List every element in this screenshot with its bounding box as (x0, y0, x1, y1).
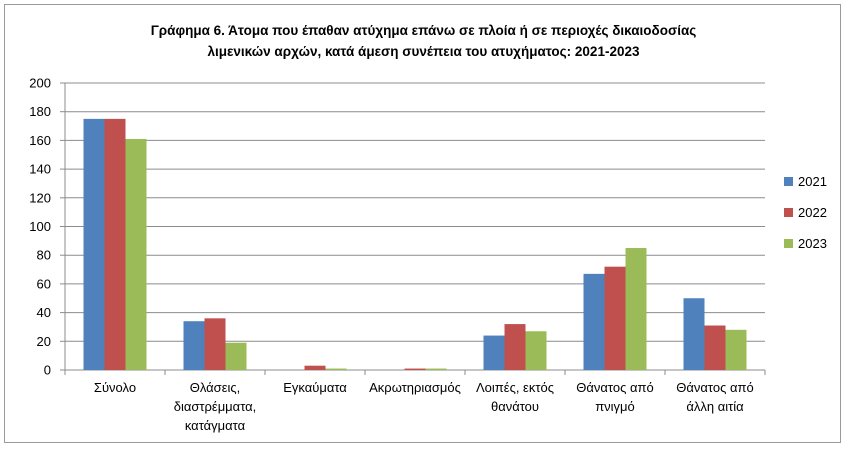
category-label: Σύνολο (94, 380, 136, 395)
y-tick-label: 200 (29, 76, 51, 91)
y-tick-label: 0 (44, 363, 51, 378)
bar-2022-4 (504, 324, 526, 370)
category-label: Θάνατος από (576, 380, 653, 395)
legend-label-2022: 2022 (798, 205, 827, 220)
bar-2021-4 (483, 335, 505, 370)
chart-title-line-2: λιμενικών αρχών, κατά άμεση συνέπεια του… (207, 44, 640, 59)
chart-title: Γράφημα 6. Άτομα που έπαθαν ατύχημα επάν… (0, 20, 847, 62)
legend-swatch-2022 (784, 208, 793, 217)
bar-2022-3 (404, 368, 426, 370)
bar-2023-2 (325, 368, 347, 370)
bar-2021-1 (183, 321, 205, 370)
bar-2023-3 (425, 368, 447, 370)
bar-2022-2 (304, 365, 326, 370)
bar-2021-6 (683, 298, 705, 370)
category-label: Ακρωτηριασμός (369, 380, 461, 395)
category-label: Λοιπές, εκτός (476, 380, 554, 395)
category-label: διαστρέμματα, (174, 399, 257, 414)
bar-2021-5 (583, 273, 605, 370)
y-tick-label: 160 (29, 133, 51, 148)
bar-2023-5 (625, 248, 647, 370)
bar-2023-0 (125, 138, 147, 370)
category-label: Εγκαύματα (283, 380, 347, 395)
bar-2023-1 (225, 342, 247, 370)
y-tick-label: 120 (29, 190, 51, 205)
y-tick-label: 80 (37, 248, 51, 263)
category-label: Θάνατος από (676, 380, 753, 395)
legend-label-2023: 2023 (798, 236, 827, 251)
bar-2022-1 (204, 318, 226, 370)
category-label: άλλη αιτία (686, 399, 744, 414)
y-tick-label: 140 (29, 162, 51, 177)
legend-swatch-2021 (784, 177, 793, 186)
y-tick-label: 180 (29, 104, 51, 119)
bar-2021-0 (83, 118, 105, 370)
y-tick-label: 100 (29, 219, 51, 234)
bar-2023-6 (725, 329, 747, 370)
category-label: κατάγματα (185, 418, 246, 433)
bar-2023-4 (525, 331, 547, 370)
bar-2022-6 (704, 325, 726, 370)
y-tick-label: 60 (37, 276, 51, 291)
bar-2022-0 (104, 118, 126, 370)
y-tick-label: 20 (37, 334, 51, 349)
legend-swatch-2023 (784, 239, 793, 248)
category-label: θανάτου (491, 399, 539, 414)
bar-2022-5 (604, 266, 626, 370)
legend-label-2021: 2021 (798, 174, 827, 189)
y-tick-label: 40 (37, 305, 51, 320)
chart-title-line-1: Γράφημα 6. Άτομα που έπαθαν ατύχημα επάν… (150, 23, 697, 38)
category-label: Θλάσεις, (190, 380, 241, 395)
category-label: πνιγμό (595, 399, 635, 414)
